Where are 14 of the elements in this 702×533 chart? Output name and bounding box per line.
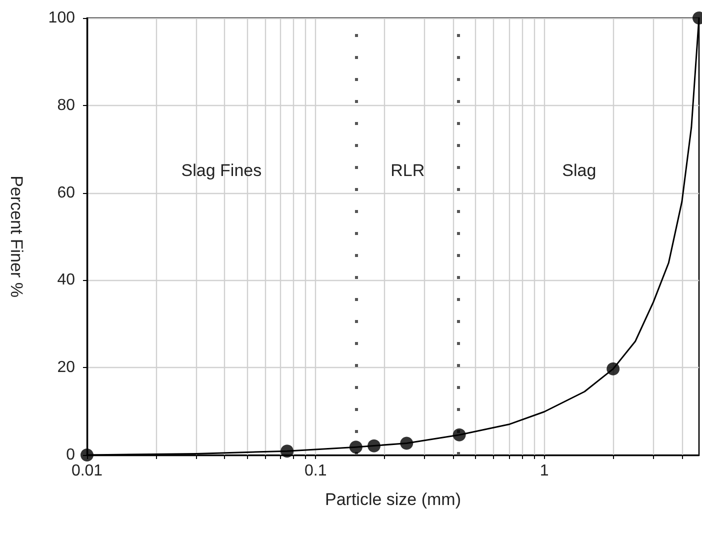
x-axis-title: Particle size (mm) (324, 490, 462, 509)
annotation: RLR (390, 161, 425, 180)
y-tick-label: 40 (57, 272, 76, 289)
y-tick-label: 80 (57, 96, 76, 114)
x-tick-label: 0.01 (71, 462, 103, 480)
x-tick-label: 0.1 (304, 462, 327, 480)
y-tick-label: 20 (57, 359, 76, 376)
y-tick-label: 100 (48, 10, 76, 26)
annotation: Slag (562, 161, 596, 180)
y-tick-label: 0 (66, 446, 76, 464)
y-axis-title: Percent Finer % (7, 176, 26, 298)
annotation: Slag Fines (181, 161, 262, 180)
y-tick-label: 60 (57, 184, 76, 202)
x-tick-label: 1 (540, 462, 549, 480)
